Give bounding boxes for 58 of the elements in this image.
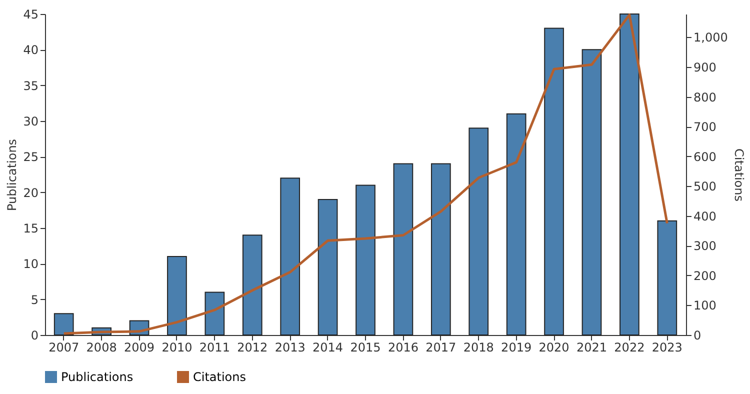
y2-tick-label: 100: [694, 298, 716, 313]
y2-tick-label: 1,000: [694, 30, 728, 45]
y2-tick-label: 800: [694, 90, 716, 104]
y2-tick-label: 500: [694, 180, 716, 194]
y-tick-label: 30: [23, 114, 38, 128]
x-tick-label: 2011: [199, 340, 230, 354]
y2-tick-label: 200: [694, 268, 716, 283]
y2-tick-label: 600: [694, 150, 716, 164]
bar: [242, 234, 262, 336]
y-tick-label: 25: [23, 150, 38, 164]
line-series: [62, 14, 668, 335]
x-tick-label: 2014: [312, 340, 344, 354]
bar: [393, 163, 414, 336]
bar: [356, 184, 376, 336]
bar: [544, 28, 564, 336]
bar: [506, 113, 526, 336]
x-tick-label: 2016: [388, 340, 418, 354]
x-tick-label: 2009: [124, 340, 155, 354]
x-tick-label: 2018: [463, 340, 494, 354]
y-axis-title: Publications: [5, 138, 20, 212]
legend-label: Citations: [193, 370, 246, 384]
y2-tick-label: 700: [694, 120, 716, 134]
x-tick-label: 2012: [237, 340, 268, 354]
x-tick-label: 2022: [614, 340, 645, 354]
y-tick-label: 0: [30, 328, 38, 342]
x-tick-label: 2020: [538, 340, 570, 354]
x-tick-label: 2008: [86, 340, 117, 354]
y2-tick-label: 300: [694, 239, 716, 254]
y-tick-label: 5: [30, 292, 38, 307]
bar: [280, 178, 300, 336]
bar: [54, 313, 74, 336]
x-tick-label: 2010: [162, 340, 192, 354]
y2-axis-title: Citations: [732, 148, 746, 202]
x-tick-label: 2013: [274, 340, 306, 354]
legend-label: Publications: [61, 370, 134, 384]
y-tick-label: 45: [23, 8, 38, 22]
x-tick-label: 2019: [501, 340, 532, 354]
y-tick-label: 35: [23, 78, 38, 93]
x-tick-label: 2015: [350, 340, 381, 354]
bar: [657, 220, 678, 336]
y2-tick-label: 400: [694, 209, 716, 224]
x-tick-label: 2007: [48, 340, 80, 354]
y-tick-label: 15: [23, 222, 38, 236]
bar: [167, 256, 187, 336]
bar: [318, 198, 338, 336]
x-tick-label: 2017: [426, 340, 456, 354]
bar: [204, 292, 225, 336]
y-tick-label: 40: [23, 43, 38, 58]
bar: [620, 14, 640, 336]
bar: [468, 128, 489, 336]
bar: [430, 163, 451, 336]
y2-tick-label: 0: [694, 328, 702, 342]
x-tick-label: 2023: [652, 340, 682, 354]
y-tick-label: 20: [23, 186, 38, 200]
y-tick-label: 10: [23, 257, 38, 272]
bar: [582, 49, 602, 336]
y2-tick-label: 900: [694, 60, 716, 75]
x-tick-label: 2021: [576, 340, 608, 354]
